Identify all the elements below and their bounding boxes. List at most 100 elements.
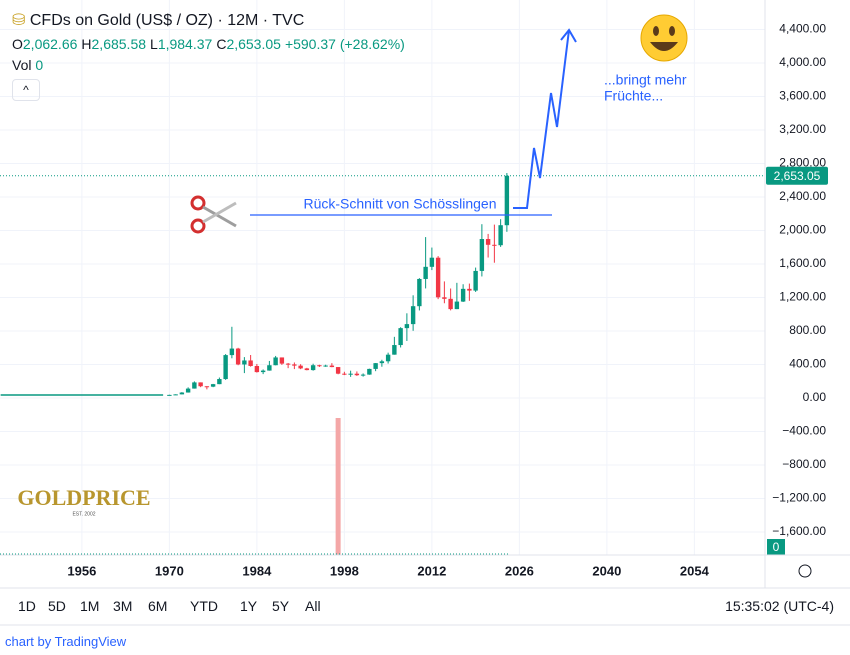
candle-body (504, 175, 510, 226)
grid: −1,600.00 −1,200.00 −800.00 −400.00 0.00 400.… (0, 0, 828, 578)
collapse-button[interactable]: ^ (12, 79, 40, 101)
candle-body (323, 365, 328, 367)
candle-body (392, 345, 397, 355)
candle-body (473, 270, 478, 291)
ohlc-value: 1,984.37 (157, 36, 213, 52)
y-tick-label: 1,200.00 (779, 290, 826, 304)
symbol-title: CFDs on Gold (US$ / OZ) · 12M · TVC (29, 12, 305, 29)
y-tick-label: 3,600.00 (779, 89, 826, 103)
ohlc-label: H (81, 36, 92, 52)
candle-body (229, 348, 235, 356)
y-tick-label: 2,400.00 (779, 189, 826, 203)
candle-body (167, 394, 172, 396)
forecast-arrow (560, 28, 577, 43)
candle-body (192, 382, 197, 389)
range-button[interactable]: 1D (18, 598, 36, 614)
candle-body (385, 354, 391, 362)
candle-body (429, 257, 435, 267)
y-tick-label: 400.00 (789, 357, 826, 371)
ohlc-label: O (12, 36, 23, 52)
candle-body (217, 379, 222, 385)
candle-body (348, 373, 353, 375)
candle-body (367, 368, 372, 375)
candle-body (267, 365, 272, 371)
range-button[interactable]: YTD (190, 598, 218, 614)
last-price-tag: 2,653.05 (774, 169, 821, 183)
range-button[interactable]: 6M (148, 598, 168, 614)
clock: 15:35:02 (UTC-4) (725, 598, 834, 614)
settings-icon[interactable] (798, 564, 812, 578)
candle-body (210, 384, 216, 387)
scissors (190, 195, 237, 234)
volume-bar (335, 418, 341, 555)
candle-body (285, 363, 291, 365)
y-tick-label: −400.00 (782, 424, 826, 438)
candle-body (342, 373, 347, 375)
y-tick-label: 3,200.00 (779, 122, 826, 136)
y-tick-label: −1,200.00 (772, 491, 826, 505)
footer[interactable]: chart by TradingView (5, 634, 127, 649)
ohlc-change: +590.37 (+28.62%) (284, 36, 405, 52)
forecast-path (513, 29, 570, 209)
candle-body (260, 370, 266, 373)
range-button[interactable]: 5D (48, 598, 66, 614)
candle-body (304, 368, 310, 371)
candle-body (442, 297, 447, 299)
candle-body (317, 365, 322, 367)
volume-tag-bg (767, 539, 785, 555)
candle-body (435, 257, 441, 298)
candle-body (173, 394, 178, 396)
x-tick-label: 1956 (67, 563, 96, 578)
candle-body (460, 288, 466, 302)
range-button[interactable]: 1M (80, 598, 100, 614)
ohlc-value: 2,653.05 (226, 36, 281, 52)
candle-body (498, 225, 503, 246)
candle-body (410, 306, 416, 325)
candle-body (279, 357, 285, 364)
candle-body (423, 266, 428, 279)
y-tick-label: −800.00 (782, 457, 826, 471)
y-tick-label: 800.00 (789, 323, 826, 337)
candle-body (492, 244, 497, 246)
ohlc-label: L (150, 36, 158, 52)
ohlc-label: C (216, 36, 227, 52)
candle-body (448, 298, 453, 310)
annotation: Früchte... (604, 88, 663, 104)
candle-body (479, 239, 485, 271)
range-button[interactable]: All (305, 598, 321, 614)
candle-body (454, 301, 460, 310)
y-tick-label: 4,400.00 (779, 22, 826, 36)
vol-value: 0 (35, 57, 44, 73)
x-tick-label: 1998 (330, 563, 359, 578)
range-button[interactable]: 5Y (272, 598, 290, 614)
x-tick-label: 1984 (242, 563, 272, 578)
ohlc-value: 2,685.58 (91, 36, 147, 52)
candle-body (398, 328, 403, 346)
candle-body (379, 361, 385, 364)
candle-body (185, 388, 191, 393)
y-tick-label: −1,600.00 (772, 524, 826, 538)
x-tick-label: 2040 (592, 563, 621, 578)
candle-body (204, 386, 210, 388)
candle-body (485, 239, 491, 245)
ohlc: O2,062.66 H2,685.58 L1,984.37 C2,653.05 +590… (12, 36, 405, 52)
smiley (640, 14, 688, 62)
candle-body (310, 365, 316, 371)
candle-body (273, 357, 278, 366)
candle-body (467, 288, 472, 291)
y-tick-label: 0.00 (803, 390, 827, 404)
candle-body (248, 360, 253, 366)
candle-body (179, 392, 185, 395)
volume-tag: 0 (773, 540, 780, 554)
candle-body (373, 363, 378, 369)
last-price-tag-bg (766, 166, 828, 185)
y-tick-label: 1,600.00 (779, 256, 826, 270)
x-tick-label: 2054 (680, 563, 710, 578)
range-button[interactable]: 3M (113, 598, 133, 614)
annotation: ...bringt mehr (604, 72, 687, 88)
range-button[interactable]: 1Y (240, 598, 258, 614)
volume-legend: Vol 0 (12, 57, 43, 73)
candle-body (235, 348, 241, 365)
